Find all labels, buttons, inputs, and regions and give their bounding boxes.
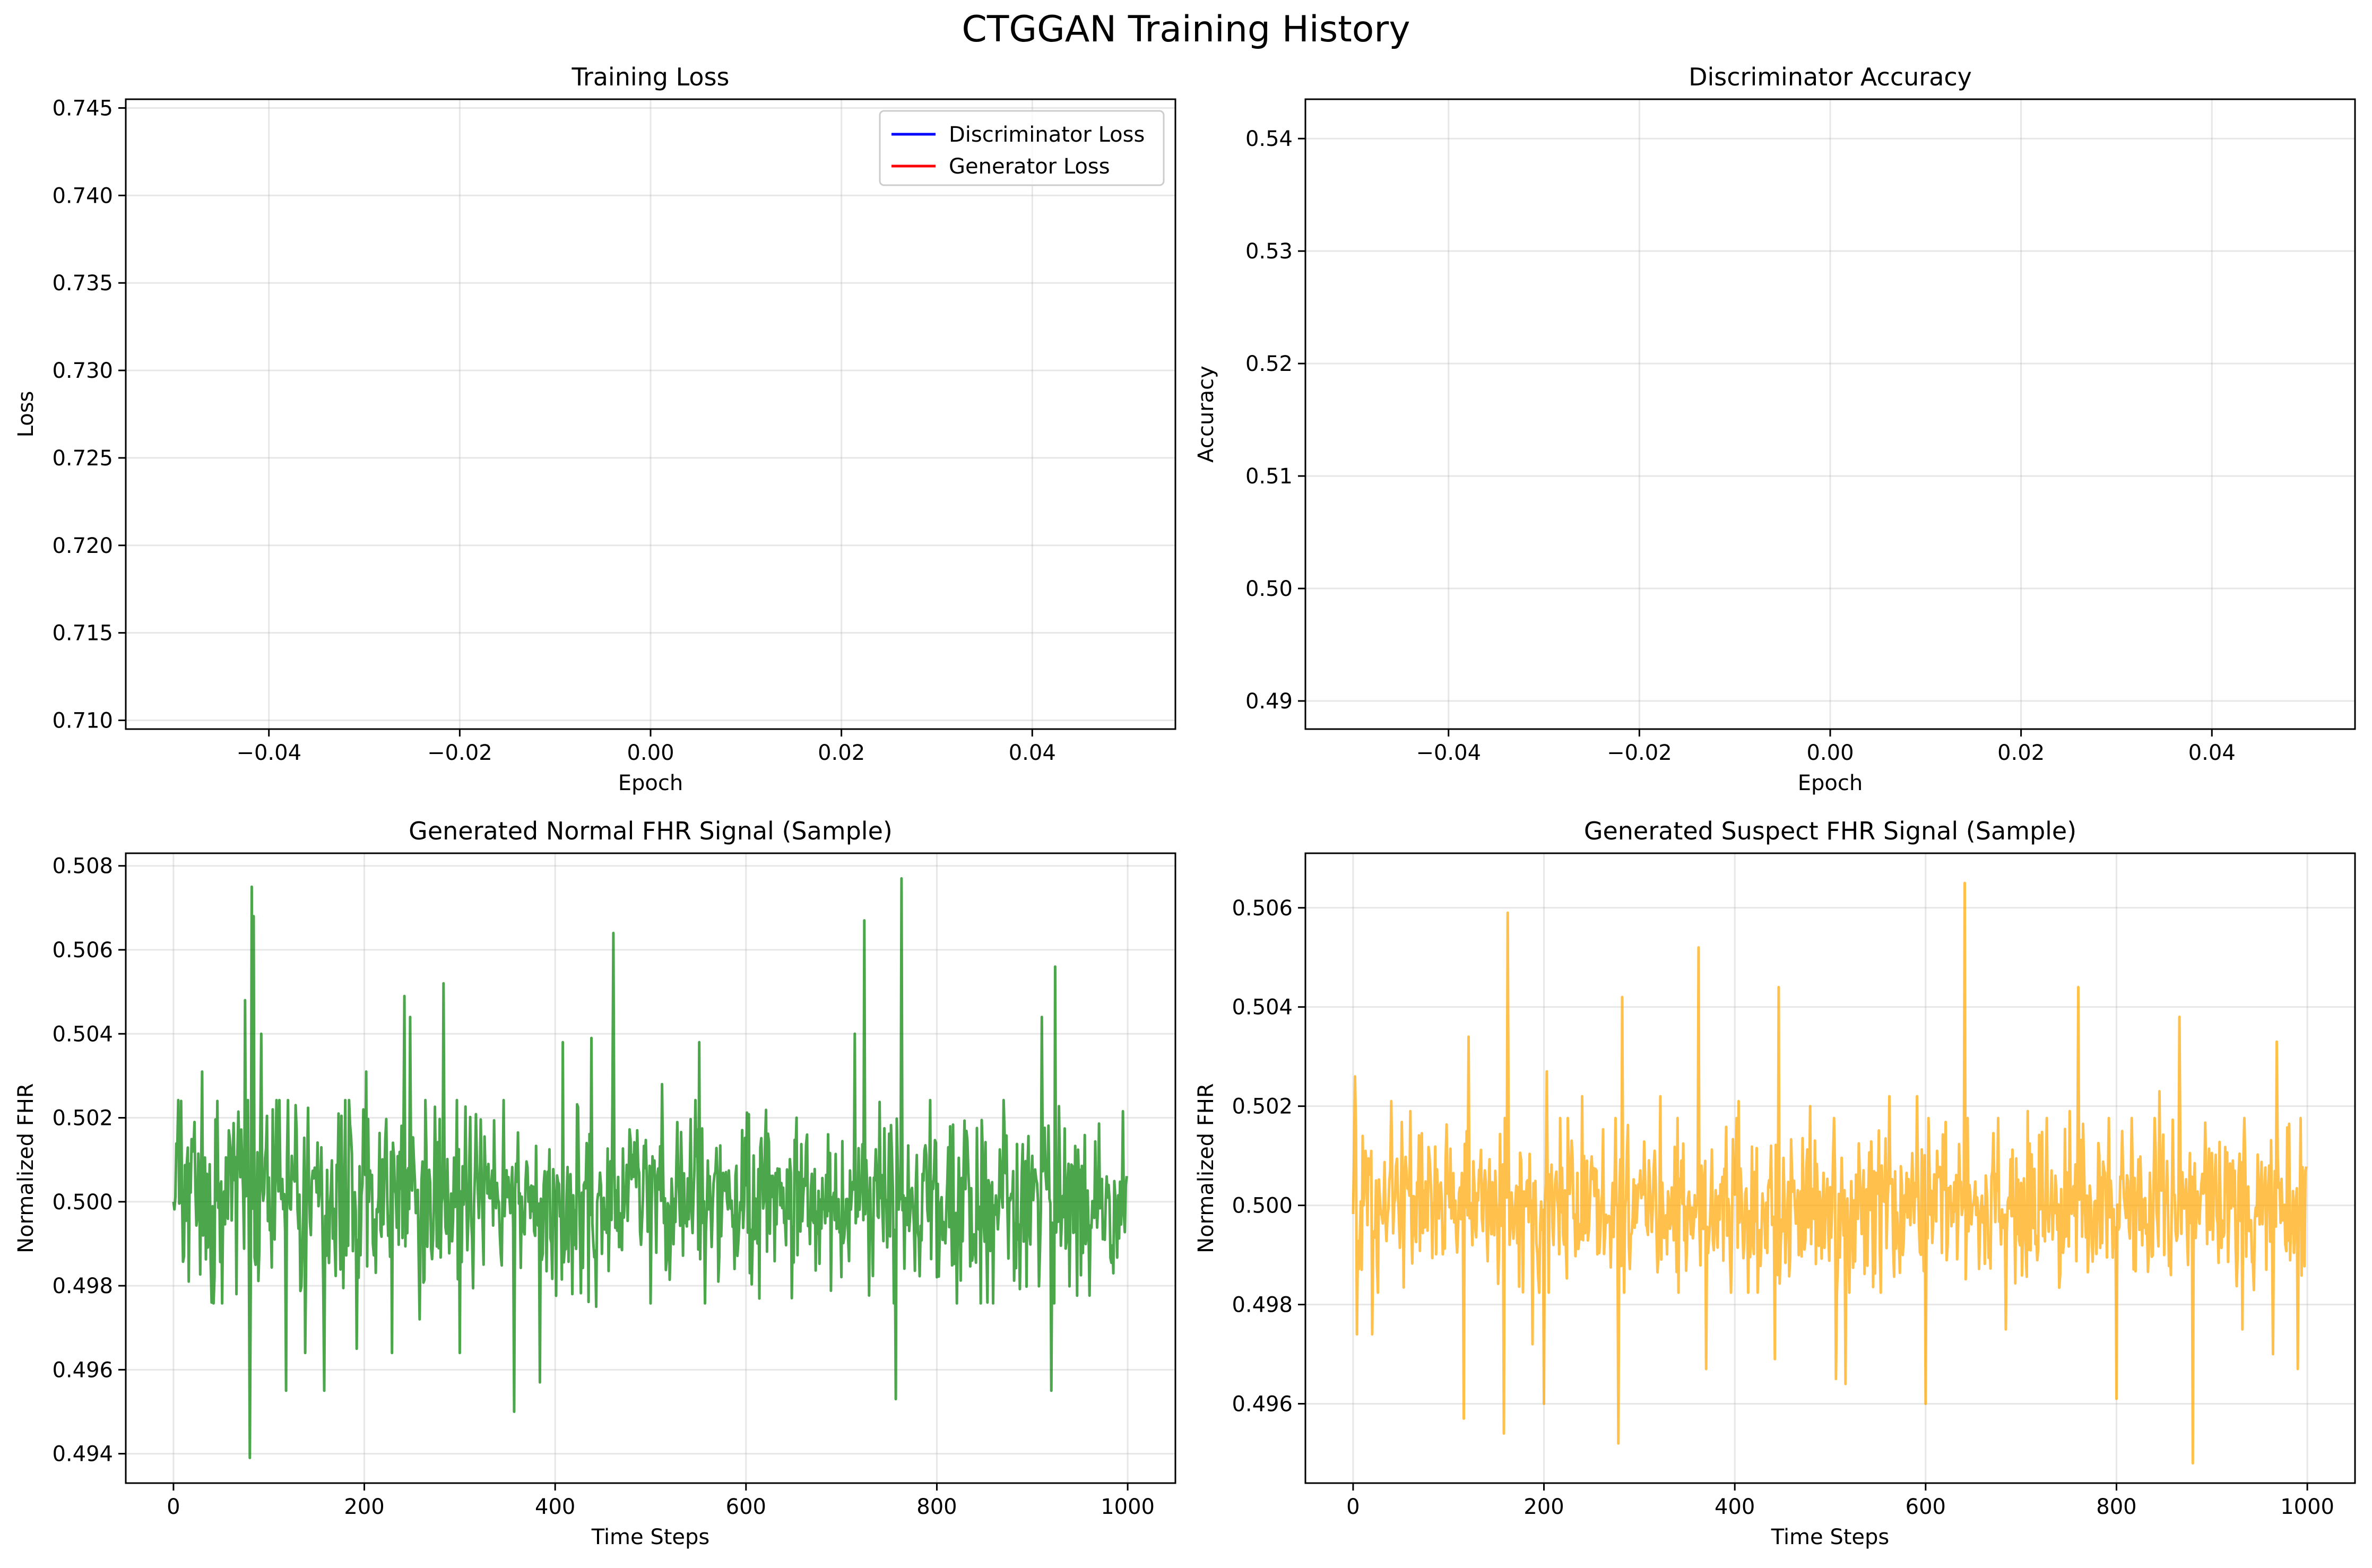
x-tick-label: 0.02 [818, 741, 865, 765]
x-tick-label: 200 [344, 1495, 384, 1519]
chart-normal: 0 200 400 600 800 1000 0.494 0.496 0.498 0.500 0.5… [14, 817, 1176, 1549]
y-tick-label: 0.745 [52, 96, 113, 120]
chart-loss: −0.04 −0.02 0.00 0.02 0.04 0.710 0.715 0.720 0.7… [14, 63, 1176, 795]
x-tick-label: 1000 [2280, 1495, 2334, 1519]
x-tick-label: 0.02 [1997, 741, 2045, 765]
y-axis-label: Accuracy [1194, 366, 1218, 463]
x-tick-label: −0.02 [1607, 741, 1672, 765]
y-tick-label: 0.498 [1232, 1293, 1293, 1318]
x-tick-label: 600 [1906, 1495, 1946, 1519]
y-tick-label: 0.496 [52, 1358, 113, 1382]
chart-accuracy: −0.04 −0.02 0.00 0.02 0.04 0.49 0.50 0.51 0.52 0.… [1194, 63, 2356, 795]
series-line-normal-fhr [172, 877, 1128, 1459]
legend-label: Discriminator Loss [949, 123, 1145, 147]
x-tick-label: 400 [535, 1495, 575, 1519]
chart-suspect: 0 200 400 600 800 1000 0.496 0.498 0.500 0.502 0.5… [1194, 817, 2356, 1549]
axes-frame [125, 98, 1176, 730]
x-tick-label: 600 [726, 1495, 766, 1519]
axes-layer: −0.04 −0.02 0.00 0.02 0.04 0.710 0.715 0.720 0.7… [14, 63, 2356, 1549]
x-tick-label: 0.00 [627, 741, 674, 765]
x-axis-label: Time Steps [1771, 1525, 1890, 1549]
y-tick-label: 0.506 [52, 938, 113, 963]
y-tick-label: 0.508 [52, 854, 113, 879]
y-axis-label: Normalized FHR [14, 1083, 38, 1253]
y-tick-label: 0.500 [52, 1190, 113, 1215]
x-tick-label: 0.00 [1806, 741, 1854, 765]
y-tick-label: 0.52 [1245, 352, 1293, 376]
y-tick-label: 0.504 [1232, 995, 1293, 1020]
x-tick-label: −0.04 [1416, 741, 1481, 765]
chart-title: Generated Normal FHR Signal (Sample) [409, 817, 893, 845]
legend-label: Generator Loss [949, 154, 1110, 179]
x-axis-label: Epoch [1798, 771, 1863, 795]
axes-frame [1304, 98, 2356, 730]
axes-frame [125, 852, 1176, 1484]
y-tick-label: 0.504 [52, 1022, 113, 1046]
y-tick-label: 0.53 [1245, 239, 1293, 264]
axes-frame [1304, 852, 2356, 1484]
y-axis-label: Loss [14, 391, 38, 438]
chart-title: Discriminator Accuracy [1689, 63, 1972, 91]
y-tick-label: 0.502 [1232, 1095, 1293, 1119]
y-tick-label: 0.740 [52, 184, 113, 208]
legend-box [879, 110, 1165, 186]
y-tick-label: 0.725 [52, 446, 113, 471]
y-tick-label: 0.506 [1232, 896, 1293, 921]
chart-title: Generated Suspect FHR Signal (Sample) [1584, 817, 2076, 845]
x-tick-label: 1000 [1101, 1495, 1155, 1519]
chart-title: Training Loss [571, 63, 729, 91]
x-tick-label: 0 [1346, 1495, 1360, 1519]
y-tick-label: 0.715 [52, 621, 113, 646]
y-tick-label: 0.498 [52, 1274, 113, 1298]
y-tick-label: 0.502 [52, 1106, 113, 1131]
y-tick-label: 0.500 [1232, 1194, 1293, 1218]
x-tick-label: 800 [2096, 1495, 2136, 1519]
x-tick-label: 400 [1715, 1495, 1755, 1519]
x-axis-label: Time Steps [591, 1525, 710, 1549]
x-tick-label: 0 [167, 1495, 180, 1519]
legend: Discriminator Loss Generator Loss [879, 110, 1165, 186]
y-tick-label: 0.710 [52, 709, 113, 733]
y-axis-label: Normalized FHR [1194, 1083, 1218, 1253]
x-tick-label: 0.04 [1009, 741, 1056, 765]
y-tick-label: 0.720 [52, 534, 113, 558]
y-tick-label: 0.49 [1245, 689, 1293, 714]
y-tick-label: 0.735 [52, 271, 113, 296]
x-tick-label: −0.02 [427, 741, 492, 765]
y-tick-label: 0.496 [1232, 1392, 1293, 1416]
y-tick-label: 0.50 [1245, 577, 1293, 601]
series-line-suspect-fhr [1352, 881, 2308, 1465]
x-tick-label: 0.04 [2188, 741, 2236, 765]
x-tick-label: 800 [916, 1495, 957, 1519]
y-tick-label: 0.494 [52, 1442, 113, 1467]
y-tick-label: 0.51 [1245, 464, 1293, 489]
x-tick-label: 200 [1523, 1495, 1564, 1519]
y-tick-label: 0.730 [52, 359, 113, 383]
x-axis-label: Epoch [618, 771, 683, 795]
y-tick-label: 0.54 [1245, 127, 1293, 151]
figure-suptitle: CTGGAN Training History [962, 8, 1410, 50]
x-tick-label: −0.04 [236, 741, 301, 765]
